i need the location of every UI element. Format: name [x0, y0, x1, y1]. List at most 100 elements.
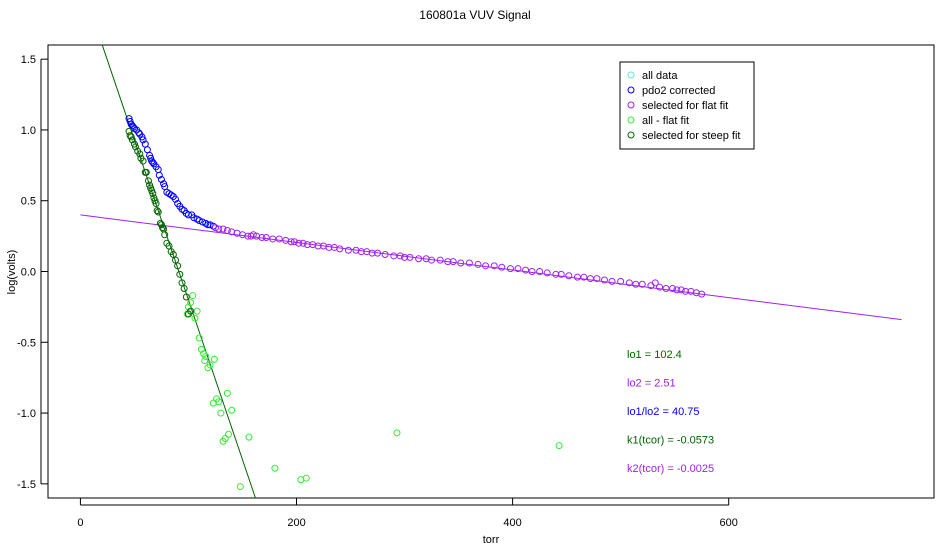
point-pdo2-corrected — [195, 217, 203, 225]
point-pdo2-corrected — [190, 214, 198, 222]
point-selected-for-flat-fit — [543, 269, 551, 277]
point-selected-for-flat-fit — [457, 259, 465, 267]
point-pdo2-corrected — [157, 175, 165, 183]
point-selected-for-flat-fit — [506, 265, 514, 273]
fit-annotation: lo1 = 102.4 — [627, 349, 682, 361]
point-selected-for-flat-fit — [314, 242, 322, 250]
point-all-flat-fit — [236, 483, 244, 491]
point-pdo2-corrected — [199, 218, 207, 226]
point-selected-for-flat-fit — [303, 241, 311, 249]
point-selected-for-steep-fit — [187, 307, 195, 315]
point-selected-for-steep-fit — [142, 168, 150, 176]
legend-marker — [627, 86, 635, 94]
point-all-flat-fit — [202, 352, 210, 360]
y-tick-label: 0.5 — [21, 196, 36, 208]
point-selected-for-steep-fit — [152, 200, 160, 208]
legend-marker — [627, 101, 635, 109]
axes: 0 200 400 600 -1.5 -1.0 -0.5 0.0 0.5 1.0 1.5 — [17, 54, 738, 529]
point-selected-for-steep-fit — [174, 262, 182, 270]
point-selected-for-steep-fit — [149, 190, 157, 198]
point-selected-for-steep-fit — [128, 136, 136, 144]
point-all-flat-fit — [206, 361, 214, 369]
point-selected-for-flat-fit — [580, 273, 588, 281]
point-selected-for-flat-fit — [415, 255, 423, 263]
flat-fit-line — [80, 214, 902, 321]
point-all-flat-fit — [195, 334, 203, 342]
point-selected-for-flat-fit — [396, 252, 404, 260]
point-all-flat-fit — [245, 433, 253, 441]
point-all-flat-fit — [302, 474, 310, 482]
x-axis-label: torr — [483, 534, 500, 546]
point-selected-for-flat-fit — [368, 249, 376, 257]
point-selected-for-steep-fit — [153, 207, 161, 215]
x-tick-label: 400 — [503, 517, 521, 529]
point-selected-for-flat-fit — [336, 245, 344, 253]
point-all-flat-fit — [223, 389, 231, 397]
point-selected-for-flat-fit — [608, 277, 616, 285]
point-selected-for-flat-fit — [638, 280, 646, 288]
point-all-flat-fit — [197, 345, 205, 353]
legend-label: selected for flat fit — [642, 100, 728, 112]
point-selected-for-flat-fit — [536, 268, 544, 275]
point-selected-for-flat-fit — [681, 287, 689, 295]
point-selected-for-flat-fit — [490, 262, 498, 270]
point-selected-for-flat-fit — [669, 284, 677, 292]
point-selected-for-flat-fit — [287, 238, 295, 246]
point-selected-for-flat-fit — [436, 256, 444, 264]
point-selected-for-flat-fit — [656, 283, 664, 291]
point-selected-for-steep-fit — [161, 231, 169, 239]
y-axis-label: log(volts) — [6, 250, 18, 295]
point-selected-for-steep-fit — [159, 224, 167, 232]
point-selected-for-flat-fit — [625, 279, 633, 287]
x-tick-label: 200 — [287, 517, 305, 529]
point-selected-for-flat-fit — [600, 276, 608, 284]
point-selected-for-flat-fit — [215, 225, 223, 233]
point-selected-for-flat-fit — [357, 248, 365, 256]
y-tick-label: -1.5 — [17, 479, 36, 491]
point-all-flat-fit — [228, 406, 236, 414]
point-all-flat-fit — [271, 464, 279, 472]
legend-label: all data — [642, 70, 678, 82]
point-all-flat-fit — [187, 299, 195, 307]
point-selected-for-flat-fit — [374, 249, 382, 257]
fit-annotation: lo2 = 2.51 — [627, 378, 676, 390]
point-selected-for-flat-fit — [258, 234, 266, 242]
y-tick-label: -1.0 — [17, 408, 36, 420]
x-tick-label: 0 — [77, 517, 83, 529]
data-marks — [80, 45, 902, 498]
y-tick-label: 1.0 — [21, 125, 36, 137]
fit-annotation: k1(tcor) = -0.0573 — [627, 435, 714, 447]
point-selected-for-flat-fit — [325, 243, 333, 251]
point-selected-for-flat-fit — [211, 224, 219, 232]
point-selected-for-steep-fit — [136, 150, 144, 158]
point-selected-for-steep-fit — [139, 157, 147, 165]
point-selected-for-flat-fit — [673, 286, 681, 294]
point-selected-for-flat-fit — [275, 235, 283, 243]
point-all-flat-fit — [215, 398, 223, 406]
point-selected-for-steep-fit — [132, 143, 140, 151]
point-selected-for-steep-fit — [156, 219, 164, 227]
point-all-flat-fit — [191, 314, 199, 322]
point-pdo2-corrected — [171, 195, 179, 203]
point-selected-for-flat-fit — [223, 226, 231, 234]
point-selected-for-flat-fit — [474, 260, 482, 268]
legend-label: pdo2 corrected — [642, 85, 715, 97]
point-selected-for-flat-fit — [344, 246, 352, 254]
point-selected-for-flat-fit — [428, 256, 436, 264]
point-selected-for-flat-fit — [557, 270, 565, 278]
y-tick-label: -0.5 — [17, 337, 36, 349]
point-pdo2-corrected — [139, 136, 147, 144]
point-selected-for-flat-fit — [295, 239, 303, 247]
point-pdo2-corrected — [206, 221, 214, 229]
point-selected-for-flat-fit — [522, 266, 530, 274]
point-selected-for-flat-fit — [677, 286, 685, 294]
point-pdo2-corrected — [155, 171, 163, 179]
steep-fit-line — [101, 45, 256, 498]
legend-marker — [627, 131, 635, 139]
point-selected-for-flat-fit — [444, 258, 452, 266]
point-all-flat-fit — [555, 442, 563, 450]
fit-annotations: lo1 = 102.4 lo2 = 2.51 lo1/lo2 = 40.75 k1(t… — [627, 349, 714, 475]
fit-annotation: lo1/lo2 = 40.75 — [627, 406, 699, 418]
